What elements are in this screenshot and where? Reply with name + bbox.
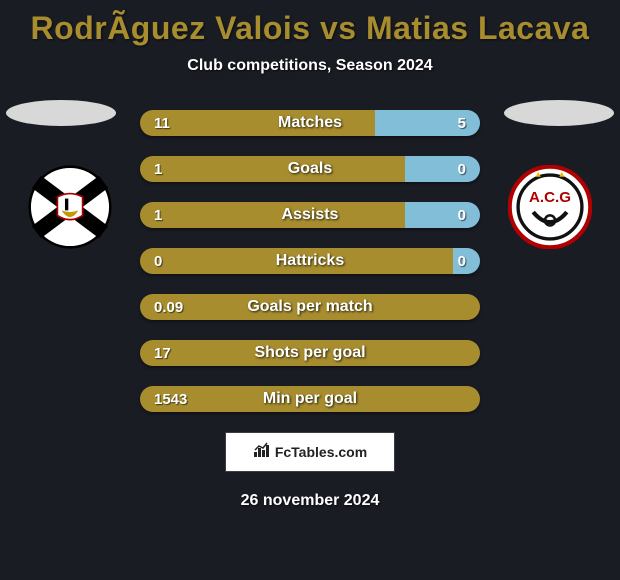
- stat-left-value: 0: [154, 253, 162, 270]
- stat-row: 17Shots per goal: [140, 340, 480, 366]
- player-right-shadow-ellipse: [504, 100, 614, 126]
- stat-left-value: 1: [154, 207, 162, 224]
- stat-bars: 115Matches10Goals10Assists00Hattricks0.0…: [140, 110, 480, 412]
- stat-left-segment: 0.09: [140, 294, 480, 320]
- stat-right-segment: 5: [375, 110, 480, 136]
- stat-right-value: 0: [458, 161, 466, 178]
- page-subtitle: Club competitions, Season 2024: [0, 57, 620, 75]
- comparison-area: A.C.G 115Matches10Goals10Assists00Hattri…: [0, 110, 620, 412]
- stat-left-segment: 1: [140, 156, 405, 182]
- stat-right-value: 0: [458, 253, 466, 270]
- stat-left-segment: 11: [140, 110, 375, 136]
- chart-icon: [253, 442, 271, 463]
- date-label: 26 november 2024: [0, 492, 620, 510]
- stat-left-segment: 1: [140, 202, 405, 228]
- stat-left-value: 0.09: [154, 299, 183, 316]
- stat-right-value: 0: [458, 207, 466, 224]
- stat-right-segment: 0: [405, 202, 480, 228]
- stat-right-segment: 0: [405, 156, 480, 182]
- stat-row: 10Assists: [140, 202, 480, 228]
- watermark-text: FcTables.com: [275, 444, 367, 460]
- player-left-shadow-ellipse: [6, 100, 116, 126]
- stat-right-segment: 0: [453, 248, 480, 274]
- stat-row: 0.09Goals per match: [140, 294, 480, 320]
- player-right-club-badge: A.C.G: [508, 165, 592, 249]
- stat-row: 10Goals: [140, 156, 480, 182]
- watermark: FcTables.com: [225, 432, 395, 472]
- stat-row: 1543Min per goal: [140, 386, 480, 412]
- page-title: RodrÃ­guez Valois vs Matias Lacava: [0, 0, 620, 47]
- stat-left-value: 11: [154, 115, 170, 132]
- player-left-club-badge: [28, 165, 112, 249]
- svg-text:A.C.G: A.C.G: [529, 189, 571, 206]
- stat-left-segment: 17: [140, 340, 480, 366]
- stat-left-value: 1543: [154, 391, 187, 408]
- stat-left-value: 1: [154, 161, 162, 178]
- stat-row: 00Hattricks: [140, 248, 480, 274]
- stat-right-value: 5: [458, 115, 466, 132]
- stat-left-value: 17: [154, 345, 171, 362]
- stat-left-segment: 1543: [140, 386, 480, 412]
- stat-left-segment: 0: [140, 248, 453, 274]
- stat-row: 115Matches: [140, 110, 480, 136]
